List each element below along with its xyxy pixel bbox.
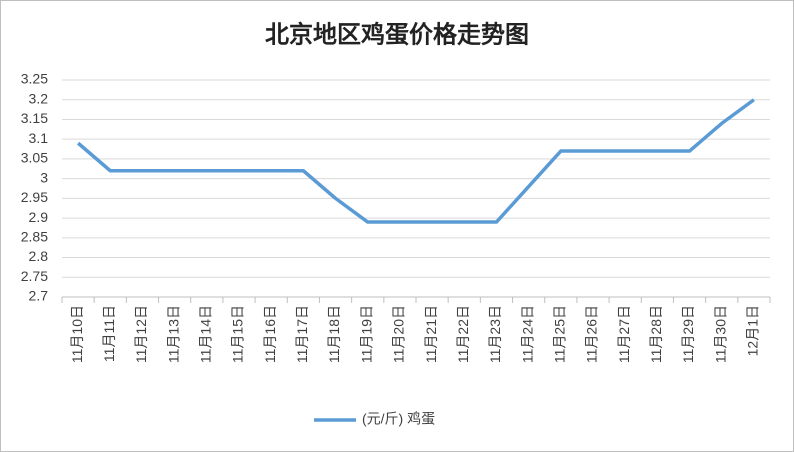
y-tick-label: 3.2 (29, 90, 49, 106)
chart-title: 北京地区鸡蛋价格走势图 (265, 20, 529, 48)
y-tick-label: 2.95 (21, 189, 48, 205)
y-tick-label: 3.05 (21, 150, 48, 166)
x-tick-label: 11月11日 (101, 305, 117, 362)
x-tick-label: 11月20日 (391, 305, 407, 363)
x-tick-label: 11月18日 (326, 305, 342, 363)
x-tick-label: 11月17日 (294, 305, 310, 363)
legend-label: (元/斤) 鸡蛋 (362, 411, 435, 427)
y-tick-label: 2.85 (21, 229, 48, 245)
y-tick-label: 3 (40, 169, 48, 185)
x-tick-label: 11月25日 (552, 305, 568, 363)
x-tick-label: 11月10日 (69, 305, 85, 363)
y-tick-label: 2.8 (29, 248, 49, 264)
y-tick-label: 3.15 (21, 110, 48, 126)
x-tick-label: 11月13日 (165, 305, 181, 363)
x-tick-label: 12月1日 (745, 305, 761, 356)
x-tick-label: 11月26日 (584, 305, 600, 363)
x-tick-label: 11月30日 (712, 305, 728, 363)
y-tick-label: 3.25 (21, 71, 48, 87)
x-tick-label: 11月27日 (616, 305, 632, 363)
x-tick-label: 11月12日 (133, 305, 149, 363)
x-tick-label: 11月14日 (198, 305, 214, 363)
y-tick-label: 3.1 (29, 130, 49, 146)
y-tick-label: 2.7 (29, 288, 49, 304)
y-tick-label: 2.9 (29, 209, 49, 225)
x-tick-label: 11月22日 (455, 305, 471, 363)
x-tick-label: 11月16日 (262, 305, 278, 363)
x-tick-label: 11月29日 (680, 305, 696, 363)
x-tick-label: 11月23日 (487, 305, 503, 363)
x-tick-label: 11月21日 (423, 305, 439, 363)
x-tick-label: 11月28日 (648, 305, 664, 363)
x-tick-label: 11月15日 (230, 305, 246, 363)
y-tick-label: 2.75 (21, 268, 48, 284)
x-tick-label: 11月24日 (519, 305, 535, 363)
data-line (76, 98, 755, 224)
x-tick-label: 11月19日 (358, 305, 374, 363)
